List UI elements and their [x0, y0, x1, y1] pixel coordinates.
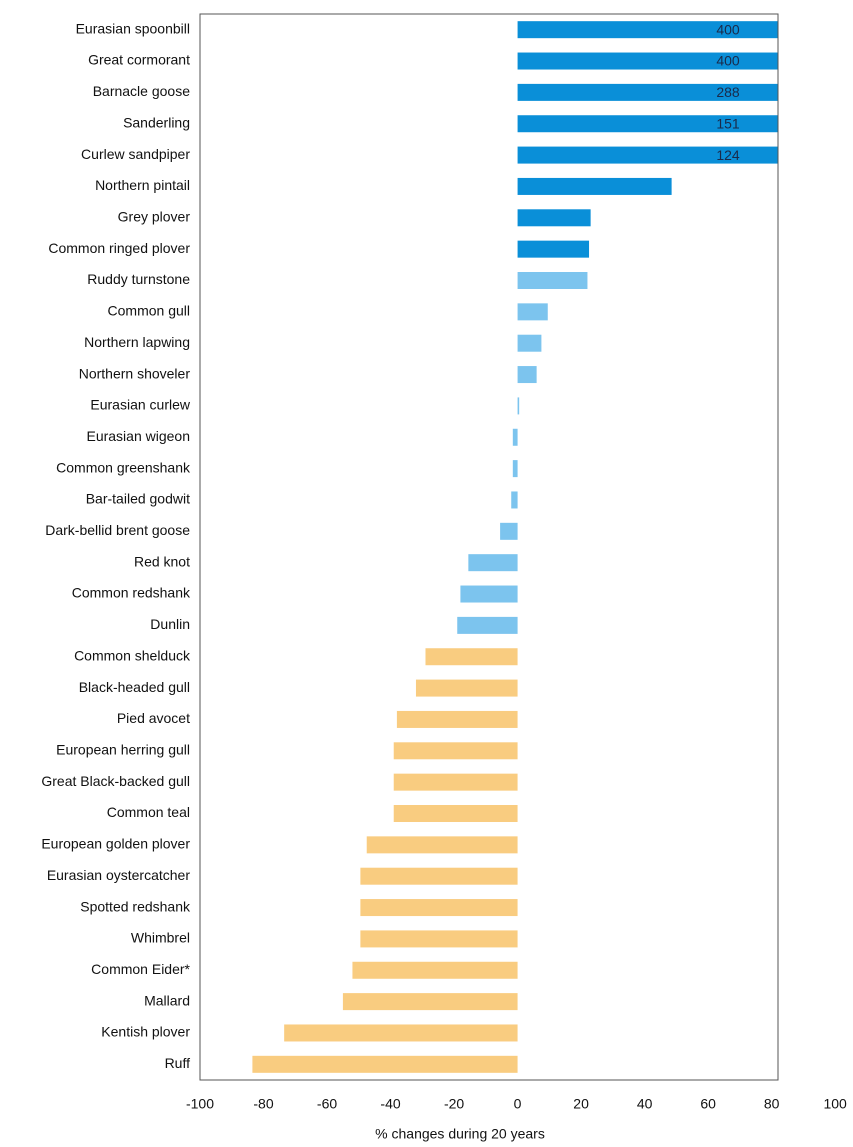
bar	[512, 460, 518, 478]
bar	[415, 679, 518, 697]
bar	[512, 428, 518, 446]
y-tick-label: Common shelduck	[74, 647, 191, 663]
y-tick-label: Kentish plover	[101, 1024, 190, 1040]
x-tick-label: 40	[637, 1096, 653, 1112]
value-label: 400	[716, 21, 740, 37]
bar	[393, 742, 518, 760]
value-label: 400	[716, 53, 740, 69]
x-tick-label: 60	[700, 1096, 716, 1112]
bar	[393, 805, 518, 822]
bar	[517, 272, 588, 289]
y-tick-label: Ruff	[165, 1055, 191, 1071]
value-label: 288	[716, 84, 740, 100]
y-tick-label: Mallard	[144, 992, 190, 1008]
y-tick-label: Eurasian oystercatcher	[47, 867, 191, 883]
y-tick-label: Common redshank	[72, 585, 191, 601]
x-tick-label: -40	[380, 1096, 400, 1112]
y-tick-label: European herring gull	[56, 741, 190, 757]
x-tick-label: 80	[764, 1096, 780, 1112]
bar	[517, 366, 537, 384]
y-tick-label: Barnacle goose	[93, 83, 191, 99]
y-tick-label: Great cormorant	[88, 52, 190, 68]
y-tick-label: Pied avocet	[117, 710, 190, 726]
bar	[517, 83, 778, 101]
y-tick-label: Spotted redshank	[80, 898, 191, 914]
bar	[284, 1024, 518, 1042]
bar	[517, 334, 542, 352]
y-tick-label: Red knot	[134, 553, 190, 569]
bar	[517, 303, 548, 321]
bar	[342, 993, 518, 1011]
bar	[517, 52, 778, 70]
x-tick-label: -60	[317, 1096, 337, 1112]
y-tick-label: Eurasian wigeon	[86, 428, 190, 444]
value-label: 151	[716, 115, 740, 131]
y-tick-label: Ruddy turnstone	[87, 271, 190, 287]
y-tick-label: Common greenshank	[56, 459, 191, 475]
y-tick-label: Dunlin	[150, 616, 190, 632]
bar	[425, 648, 518, 666]
y-tick-label: Northern pintail	[95, 177, 190, 193]
bar	[517, 21, 778, 39]
y-tick-label: Black-headed gull	[79, 679, 190, 695]
value-label: 124	[716, 147, 740, 163]
x-tick-label: -20	[444, 1096, 464, 1112]
x-tick-label: 100	[823, 1096, 847, 1112]
y-tick-label: Great Black-backed gull	[41, 773, 190, 789]
plot-frame	[199, 13, 779, 1081]
bar	[360, 899, 518, 917]
y-tick-label: Dark-bellid brent goose	[45, 522, 190, 538]
y-tick-label: Bar-tailed godwit	[86, 491, 190, 507]
y-tick-label: Eurasian curlew	[90, 397, 190, 413]
y-tick-label: European golden plover	[41, 836, 190, 852]
y-tick-label: Common teal	[107, 804, 190, 820]
x-axis-label: % changes during 20 years	[375, 1126, 545, 1142]
bar	[517, 209, 591, 227]
bar	[460, 585, 518, 603]
bar	[511, 491, 518, 509]
bar	[360, 930, 518, 948]
y-tick-label: Sanderling	[123, 114, 190, 130]
y-tick-label: Common ringed plover	[48, 240, 190, 256]
y-tick-label: Northern shoveler	[79, 365, 191, 381]
y-tick-label: Whimbrel	[131, 930, 190, 946]
x-tick-label: 0	[514, 1096, 522, 1112]
bar	[517, 115, 778, 133]
bar	[500, 522, 518, 540]
y-tick-label: Grey plover	[118, 208, 191, 224]
y-tick-label: Curlew sandpiper	[81, 146, 190, 162]
y-tick-label: Northern lapwing	[84, 334, 190, 350]
x-tick-label: -80	[253, 1096, 273, 1112]
bar	[396, 710, 518, 728]
bar	[393, 773, 518, 791]
bar	[468, 554, 518, 572]
y-tick-label: Eurasian spoonbill	[76, 20, 190, 36]
bar	[252, 1055, 518, 1073]
bar	[360, 867, 518, 885]
y-tick-label: Common Eider*	[91, 961, 190, 977]
bar	[457, 616, 518, 634]
bar	[517, 177, 672, 195]
bar	[517, 146, 778, 164]
bar	[517, 240, 590, 258]
bar	[517, 397, 520, 415]
bar	[352, 961, 518, 979]
y-tick-label: Common gull	[108, 303, 190, 319]
plot-area	[252, 21, 778, 1073]
x-tick-label: -100	[186, 1096, 214, 1112]
bar	[366, 836, 518, 854]
x-tick-label: 20	[573, 1096, 589, 1112]
